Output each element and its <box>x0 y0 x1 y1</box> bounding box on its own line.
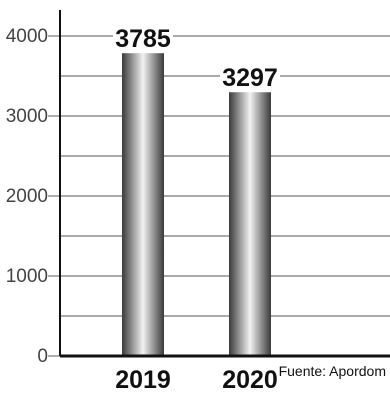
category-label-2020: 2020 <box>222 366 278 393</box>
bar-2019 <box>122 53 164 356</box>
y-tick-label: 0 <box>37 346 48 367</box>
source-note: Fuente: Apordom <box>279 363 386 379</box>
y-tick-label: 3000 <box>6 106 48 127</box>
labels: 0 1000 2000 3000 4000 3785 2019 3297 2020 <box>6 25 278 393</box>
data-label-2020: 3297 <box>222 64 278 92</box>
category-label-2019: 2019 <box>115 366 171 393</box>
gridlines <box>60 35 390 317</box>
y-tick-label: 1000 <box>6 266 48 287</box>
y-tick-label: 2000 <box>6 186 48 207</box>
data-label-2019: 3785 <box>115 25 171 53</box>
bar-2020 <box>229 92 271 357</box>
bars <box>113 23 280 357</box>
data-label-background <box>220 62 280 89</box>
data-label-background <box>113 23 173 50</box>
y-tick-label: 4000 <box>6 26 48 47</box>
